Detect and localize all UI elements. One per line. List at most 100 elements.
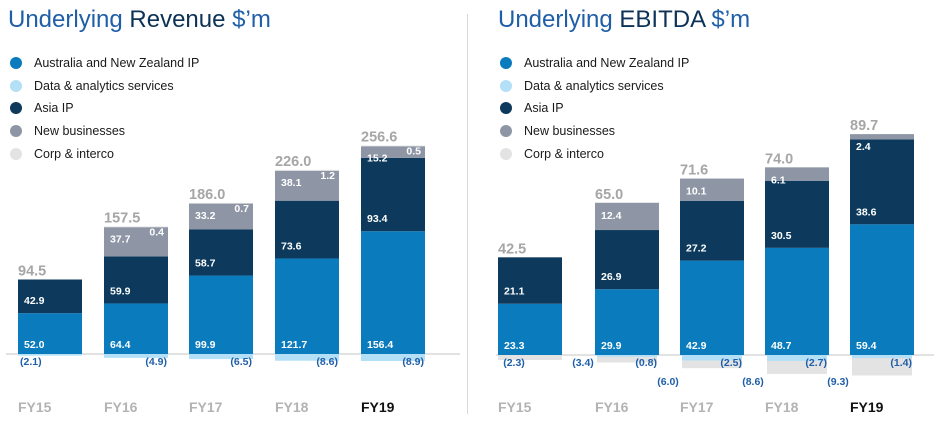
bar-segment-data-analytics-fy17 (682, 355, 742, 361)
value-label-corp-interco: (6.0) (657, 376, 679, 388)
value-label-asia-ip: 38.6 (856, 206, 877, 218)
bar-segment-new-businesses-fy16 (104, 226, 168, 257)
value-label-asia-ip: 58.7 (195, 258, 216, 270)
legend-item-asia-ip: Asia IP (500, 97, 689, 120)
x-tick-label-fy19: FY19 (850, 399, 884, 415)
bar-segment-data-analytics-fy18 (275, 354, 339, 361)
bar-segment-new-businesses-fy19 (361, 145, 425, 158)
bar-segment-data-analytics-fy17 (189, 354, 253, 360)
bar-segment-new-businesses-fy17 (680, 178, 744, 201)
title-metric: EBITDA (619, 6, 705, 33)
value-label-data-analytics: (2.7) (805, 357, 827, 369)
legend-item-anz-ip: Australia and New Zealand IP (10, 52, 199, 75)
legend-swatch (10, 57, 22, 70)
x-tick-label-fy16: FY16 (595, 399, 629, 415)
bar-segment-corp-interco-fy18 (275, 169, 339, 171)
bar-segment-asia-ip-fy19 (361, 157, 425, 232)
revenue-chart-title: Underlying Revenue $’m (8, 6, 271, 34)
bar-segment-asia-ip-fy18 (275, 200, 339, 259)
value-label-corp-interco: 0.4 (149, 227, 164, 239)
total-label-fy16: 157.5 (104, 211, 140, 227)
bar-segment-anz-ip-fy18 (765, 247, 829, 355)
total-label-fy19: 256.6 (361, 130, 397, 146)
value-label-anz-ip: 23.3 (504, 340, 525, 352)
bar-segment-data-analytics-fy19 (361, 354, 425, 361)
legend-swatch (500, 102, 512, 115)
title-unit: $’m (704, 6, 751, 33)
value-label-new-businesses: 37.7 (110, 234, 131, 246)
bar-segment-data-analytics-fy16 (597, 355, 657, 357)
x-tick-label-fy17: FY17 (189, 399, 223, 415)
total-label-fy17: 186.0 (189, 187, 225, 203)
bar-segment-asia-ip-fy16 (595, 230, 659, 290)
total-label-fy18: 74.0 (765, 151, 793, 167)
legend-item-anz-ip: Australia and New Zealand IP (500, 52, 689, 75)
total-label-fy15: 42.5 (498, 241, 526, 257)
legend-swatch (500, 147, 512, 160)
total-label-fy18: 226.0 (275, 154, 311, 170)
x-tick-label-fy18: FY18 (765, 399, 799, 415)
bar-segment-anz-ip-fy16 (104, 303, 168, 354)
bar-segment-asia-ip-fy15 (18, 279, 82, 314)
total-label-fy17: 71.6 (680, 163, 708, 179)
value-label-anz-ip: 99.9 (195, 339, 216, 351)
value-label-new-businesses: 15.2 (367, 153, 388, 165)
value-label-corp-interco: (8.6) (742, 376, 764, 388)
value-label-anz-ip: 52.0 (24, 339, 45, 351)
bar-segment-asia-ip-fy18 (765, 180, 829, 248)
value-label-data-analytics: (1.4) (890, 357, 912, 369)
bar-segment-corp-interco-fy17 (189, 202, 253, 204)
total-label-fy16: 65.0 (595, 187, 623, 203)
bar-segment-asia-ip-fy19 (850, 139, 914, 225)
bar-segment-anz-ip-fy15 (18, 313, 82, 354)
value-label-anz-ip: 156.4 (367, 339, 393, 351)
value-label-corp-interco: (9.3) (827, 376, 849, 388)
bar-segment-anz-ip-fy19 (850, 224, 914, 355)
value-label-anz-ip: 59.4 (856, 340, 877, 352)
ebitda-legend: Australia and New Zealand IP Data & anal… (500, 52, 689, 165)
legend-item-new-businesses: New businesses (500, 120, 689, 143)
value-label-data-analytics: (0.8) (635, 357, 657, 369)
value-label-anz-ip: 121.7 (281, 339, 307, 351)
title-prefix: Underlying (8, 6, 130, 33)
bar-segment-data-analytics-fy15 (18, 354, 82, 356)
bar-segment-anz-ip-fy16 (595, 289, 659, 355)
value-label-asia-ip: 27.2 (686, 243, 707, 255)
ebitda-plot: 23.3 21.1 42.5 (2.3) FY15 29.9 26.9 12.4 65.0 (0.… (496, 118, 934, 415)
bar-segment-corp-interco-fy16 (104, 226, 168, 228)
value-label-new-businesses: 12.4 (601, 210, 622, 222)
bar-segment-data-analytics-fy18 (767, 355, 827, 361)
x-tick-label-fy16: FY16 (104, 399, 138, 415)
legend-item-data-analytics: Data & analytics services (10, 75, 199, 98)
ebitda-chart-title: Underlying EBITDA $’m (498, 6, 750, 34)
x-tick-label-fy17: FY17 (680, 399, 714, 415)
legend-swatch (10, 102, 22, 115)
value-label-data-analytics: (8.9) (402, 356, 424, 368)
value-label-data-analytics: (2.5) (720, 357, 742, 369)
value-label-data-analytics: (2.1) (20, 356, 42, 368)
legend-item-asia-ip: Asia IP (10, 97, 199, 120)
value-label-data-analytics: (4.9) (145, 356, 167, 368)
bar-segment-data-analytics-fy19 (852, 355, 912, 359)
value-label-asia-ip: 59.9 (110, 285, 131, 297)
legend-swatch (10, 147, 22, 160)
legend-swatch (500, 57, 512, 70)
bar-segment-asia-ip-fy17 (680, 200, 744, 261)
value-label-asia-ip: 21.1 (504, 286, 525, 298)
bar-segment-data-analytics-fy16 (104, 354, 168, 358)
bar-segment-new-businesses-fy18 (765, 167, 829, 181)
bar-segment-anz-ip-fy17 (680, 260, 744, 355)
legend-item-corp-interco: Corp & interco (500, 142, 689, 165)
value-label-anz-ip: 48.7 (771, 340, 792, 352)
bar-segment-anz-ip-fy15 (498, 303, 562, 355)
value-label-data-analytics: (8.6) (316, 356, 338, 368)
bar-segment-anz-ip-fy18 (275, 258, 339, 354)
value-label-asia-ip: 73.6 (281, 240, 302, 252)
x-tick-label-fy15: FY15 (498, 399, 532, 415)
bar-segment-new-businesses-fy18 (275, 170, 339, 201)
legend-swatch (500, 79, 512, 92)
bar-segment-new-businesses-fy17 (189, 203, 253, 230)
bar-segment-corp-interco-fy16 (597, 355, 657, 363)
value-label-corp-interco: (3.4) (572, 357, 594, 369)
bar-segment-asia-ip-fy15 (498, 257, 562, 304)
